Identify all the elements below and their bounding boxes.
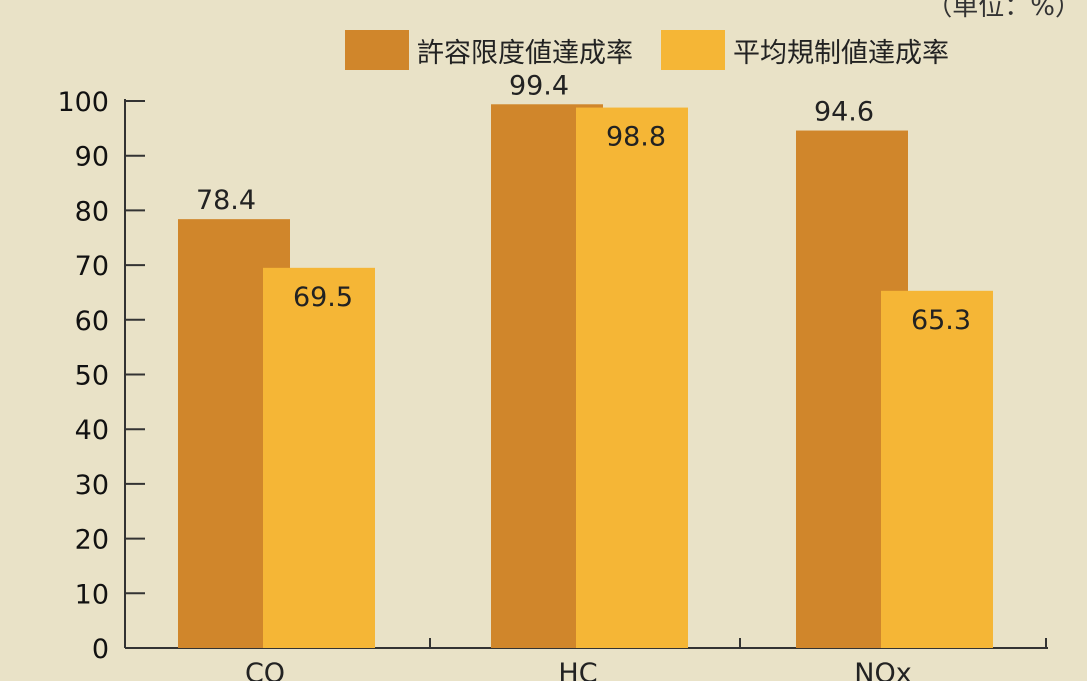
- bar-hc-series-2: [576, 107, 688, 648]
- y-tick-label: 40: [75, 415, 109, 446]
- x-tick-label-co: CO: [245, 658, 285, 681]
- y-tick-label: 10: [75, 579, 109, 610]
- data-label-hc-series-1: 99.4: [509, 70, 569, 101]
- y-tick-label: 90: [75, 142, 109, 173]
- data-label-nox-series-1: 94.6: [814, 97, 874, 128]
- bar-co-series-2: [263, 267, 375, 648]
- legend-swatch-series-2: [661, 30, 725, 70]
- y-tick-label: 100: [57, 87, 109, 118]
- legend-label-series-2: 平均規制値達成率: [733, 37, 949, 69]
- x-tick-label-nox: NOx: [854, 658, 911, 681]
- y-tick-label: 20: [75, 525, 109, 556]
- y-tick-label: 0: [92, 634, 109, 665]
- bar-nox-series-2: [881, 290, 993, 648]
- y-tick-label: 60: [75, 306, 109, 337]
- legend-label-series-1: 許容限度値達成率: [417, 37, 633, 69]
- y-tick-label: 80: [75, 196, 109, 227]
- legend-item-series-1: 許容限度値達成率: [345, 30, 633, 70]
- y-tick-label: 70: [75, 251, 109, 282]
- data-label-nox-series-2: 65.3: [911, 305, 971, 336]
- y-tick-label: 50: [75, 361, 109, 392]
- unit-note: （単位：%）: [926, 0, 1081, 22]
- legend-item-series-2: 平均規制値達成率: [661, 30, 949, 70]
- data-label-co-series-2: 69.5: [293, 282, 353, 313]
- data-label-co-series-1: 78.4: [196, 185, 256, 216]
- legend: 許容限度値達成率 平均規制値達成率: [345, 30, 977, 70]
- legend-swatch-series-1: [345, 30, 409, 70]
- x-tick-label-hc: HC: [558, 658, 597, 681]
- data-label-hc-series-2: 98.8: [606, 122, 666, 153]
- y-tick-label: 30: [75, 470, 109, 501]
